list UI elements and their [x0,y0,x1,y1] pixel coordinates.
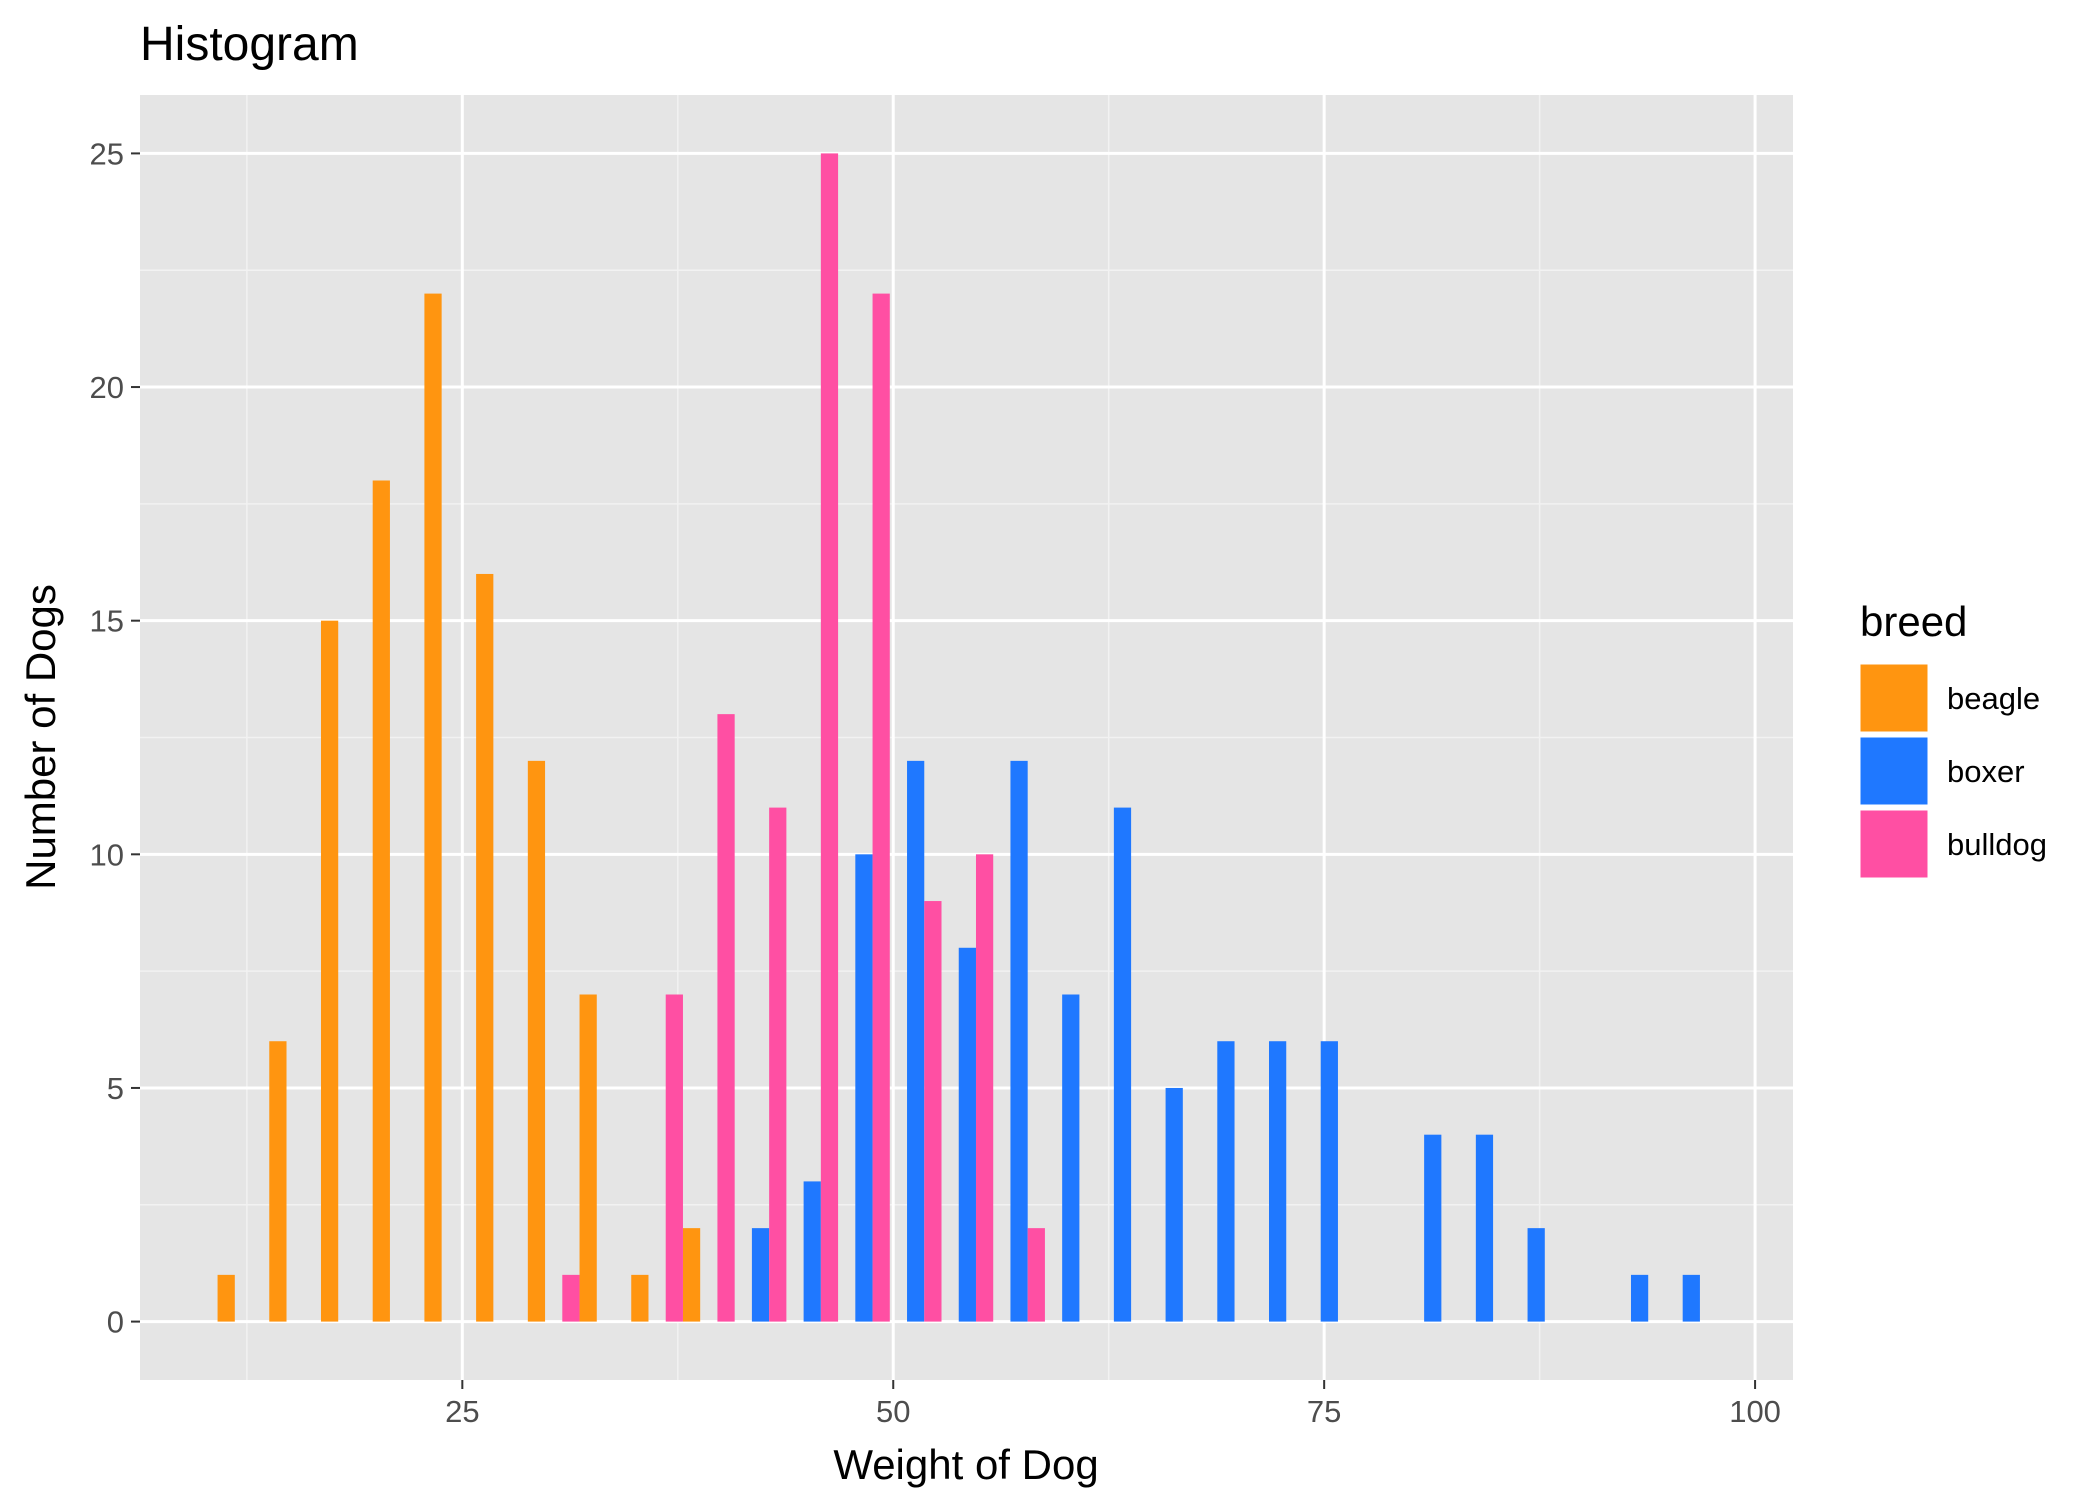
legend-label-beagle: beagle [1947,681,2040,716]
bar-boxer-3 [907,760,925,1322]
x-axis-title: Weight of Dog [833,1441,1098,1488]
x-tick-label-3: 100 [1729,1394,1781,1429]
y-tick-label-2: 10 [90,837,124,872]
bar-boxer-2 [855,854,873,1322]
bar-boxer-4 [958,947,976,1322]
bar-beagle-2 [320,620,339,1322]
legend-key-bulldog [1857,807,1931,881]
x-tick-label-1: 50 [876,1394,910,1429]
bar-bulldog-4 [820,153,839,1322]
y-axis-title: Number of Dogs [17,584,64,890]
bar-boxer-1 [803,1181,821,1322]
bar-boxer-14 [1527,1228,1545,1322]
bar-bulldog-7 [975,854,994,1322]
bar-beagle-7 [579,994,597,1322]
bar-bulldog-3 [769,807,787,1322]
bar-boxer-11 [1320,1041,1338,1322]
bar-bulldog-2 [717,714,735,1322]
bar-boxer-8 [1165,1087,1183,1322]
bar-beagle-1 [269,1041,287,1322]
bar-boxer-7 [1113,807,1132,1322]
legend-title: breed [1860,598,1967,645]
x-axis: 25 50 75 100 [445,1380,1781,1429]
legend-key-beagle [1857,661,1931,735]
y-tick-label-5: 25 [90,136,124,171]
bar-beagle-6 [527,760,546,1322]
legend-label-boxer: boxer [1947,754,2025,789]
bars-layer [217,153,1700,1322]
bar-boxer-9 [1217,1041,1235,1322]
bar-boxer-13 [1475,1134,1494,1322]
bar-bulldog-0 [562,1274,580,1322]
y-tick-label-4: 20 [90,370,124,405]
bar-boxer-0 [751,1228,770,1322]
legend: breed beagle boxer bulldog [1857,598,2047,881]
bar-boxer-12 [1424,1134,1442,1322]
legend-label-bulldog: bulldog [1947,827,2047,862]
legend-key-boxer [1857,734,1931,808]
bar-beagle-5 [476,573,494,1322]
bar-bulldog-6 [924,901,942,1322]
x-tick-label-0: 25 [445,1394,479,1429]
bar-bulldog-8 [1027,1228,1045,1322]
bar-beagle-4 [424,293,442,1322]
y-tick-label-0: 0 [107,1305,124,1340]
x-tick-label-2: 75 [1307,1394,1341,1429]
bar-boxer-5 [1010,760,1028,1322]
bar-boxer-16 [1682,1274,1700,1322]
bar-beagle-3 [372,480,390,1322]
y-axis: 0 5 10 15 20 25 [90,136,140,1340]
bar-boxer-15 [1630,1274,1649,1322]
y-tick-label-1: 5 [107,1071,124,1106]
bar-bulldog-1 [665,994,683,1322]
bar-beagle-8 [631,1274,649,1322]
bar-beagle-9 [682,1228,701,1322]
bar-boxer-10 [1269,1041,1287,1322]
bar-bulldog-5 [872,293,890,1322]
chart-title: Histogram [140,18,359,71]
bar-beagle-0 [217,1274,235,1322]
bar-boxer-6 [1062,994,1080,1322]
y-tick-label-3: 15 [90,604,124,639]
